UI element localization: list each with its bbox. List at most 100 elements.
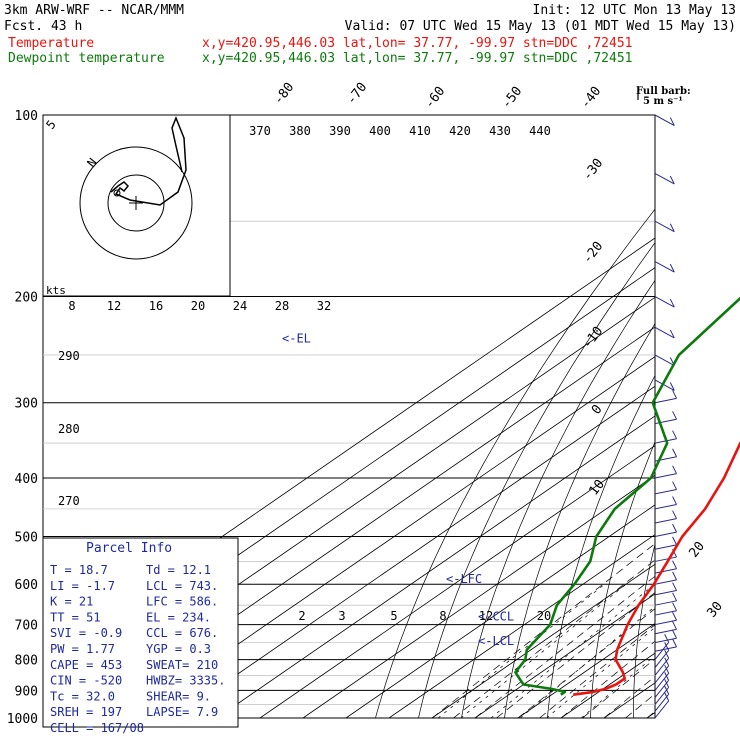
pressure-tick-label: 100 [15, 109, 38, 124]
wind-barb [654, 590, 677, 596]
mixing-ratio-label: 5 [390, 609, 397, 623]
dry-adiabat [590, 440, 655, 718]
pressure-tick-label: 900 [15, 684, 38, 699]
hodograph-ring-label: 24 [233, 299, 247, 313]
parcel-row-right: LAPSE= 7.9 [146, 705, 218, 719]
isotherm-line [345, 504, 655, 718]
mixing-ratio-label: 8 [439, 609, 446, 623]
theta-label: 390 [329, 124, 351, 138]
level-annotation: <-LFC [446, 572, 482, 586]
wind-barb-flag [664, 634, 670, 643]
pressure-tick-label: 300 [15, 397, 38, 412]
wind-barb [654, 354, 675, 366]
wind-barb-flag [664, 685, 670, 695]
wind-barb-flag [672, 510, 678, 519]
wind-barb-flag [672, 611, 678, 621]
hodograph-storm-marker [113, 189, 121, 197]
hodograph-ring-label: 28 [275, 299, 289, 313]
isotherm-line [388, 534, 655, 718]
wind-barb [654, 296, 675, 308]
mixing-ratio-line [460, 583, 627, 718]
mixing-ratio-line [581, 655, 655, 718]
hodograph-ring-label: 12 [107, 299, 121, 313]
pressure-tick-label: 500 [15, 530, 38, 545]
dewpoint-profile [514, 296, 740, 696]
pressure-tick-label: 600 [15, 578, 38, 593]
parcel-row-left: SVI = -0.9 [50, 626, 122, 640]
wind-barb-flag [664, 672, 670, 681]
parcel-row-left: PW = 1.77 [50, 642, 115, 656]
legend-temperature: Temperature [8, 36, 94, 51]
moist-adiabat [603, 675, 655, 718]
wind-barb-flag [672, 523, 678, 533]
wind-barb [654, 379, 675, 391]
theta-label: 370 [249, 124, 271, 138]
wind-barb [654, 544, 677, 550]
wind-barb-flag [672, 621, 678, 630]
wind-barb-flag [672, 430, 678, 439]
hodograph-ring-label: 8 [68, 299, 75, 313]
mixing-ratio-label: 12 [479, 609, 493, 623]
parcel-row-left: CELL = 167/08 [50, 721, 144, 735]
wind-barb-flag [669, 223, 675, 232]
parcel-row-right: CCL = 676. [146, 626, 218, 640]
parcel-row-left: K = 21 [50, 595, 93, 609]
temperature-profile [573, 441, 740, 696]
wind-barb [654, 172, 675, 185]
wind-barb [654, 568, 677, 574]
wind-barb [654, 397, 677, 404]
wind-barb-flag [669, 329, 675, 339]
parcel-row-right: YGP = 0.3 [146, 642, 211, 656]
isotherm-line [431, 563, 655, 718]
parcel-info-title: Parcel Info [86, 541, 172, 556]
dry-adiabat [547, 374, 655, 718]
wind-barb-flag [672, 496, 678, 505]
mixing-ratio-label: 3 [338, 609, 345, 623]
wind-barb-flag [669, 175, 675, 185]
theta-label: 440 [529, 124, 551, 138]
parcel-row-right: LCL = 743. [146, 579, 218, 593]
hodograph-label: 290 [58, 349, 80, 363]
wind-barb [654, 473, 677, 479]
wind-barb-flag [672, 571, 678, 581]
forecast-hour: Fcst. 43 h [4, 19, 82, 34]
wind-barb-flag [669, 263, 675, 273]
moist-adiabat [560, 640, 655, 718]
parcel-row-left: Tc = 32.0 [50, 689, 115, 703]
moist-adiabat [582, 658, 655, 718]
parcel-row-left: CIN = -520 [50, 674, 122, 688]
parcel-row-left: TT = 51 [50, 610, 101, 624]
dry-adiabat [418, 242, 655, 718]
hodograph-trace [110, 115, 187, 206]
wind-barb [654, 610, 677, 616]
dewpoint-location: x,y=420.95,446.03 lat,lon= 37.77, -99.97… [202, 51, 632, 66]
wind-barb [654, 600, 677, 606]
hodograph-ring-label: 16 [149, 299, 163, 313]
hodograph-units: kts [46, 284, 66, 297]
wind-barb [654, 220, 675, 233]
parcel-row-right: HWBZ= 3335. [146, 674, 225, 688]
wind-barb-flag [672, 390, 678, 399]
isotherm-line [474, 593, 655, 718]
mixing-ratio-line [437, 583, 605, 718]
pressure-tick-label: 400 [15, 472, 38, 487]
wind-barb [654, 579, 677, 585]
wind-barb [654, 114, 675, 126]
wind-barb [654, 619, 677, 626]
wind-barb [654, 504, 677, 510]
legend-dewpoint: Dewpoint temperature [8, 51, 165, 66]
wind-barb-flag [664, 664, 670, 674]
wind-barb-flag [672, 448, 678, 457]
wind-barb-flag [672, 465, 678, 474]
hodograph-label: 280 [58, 422, 80, 436]
wind-barb [654, 556, 677, 562]
hodograph-ring [79, 146, 193, 260]
parcel-row-right: EL = 234. [146, 610, 211, 624]
dry-adiabat [461, 279, 655, 718]
barb-key-units: 5 m s⁻¹ [643, 96, 683, 107]
wind-barb-flag [672, 592, 678, 602]
isotherm-line [302, 474, 655, 718]
wind-barb [654, 518, 677, 524]
mixing-ratio-label: 20 [537, 609, 551, 623]
wind-barb-flag [672, 560, 678, 569]
